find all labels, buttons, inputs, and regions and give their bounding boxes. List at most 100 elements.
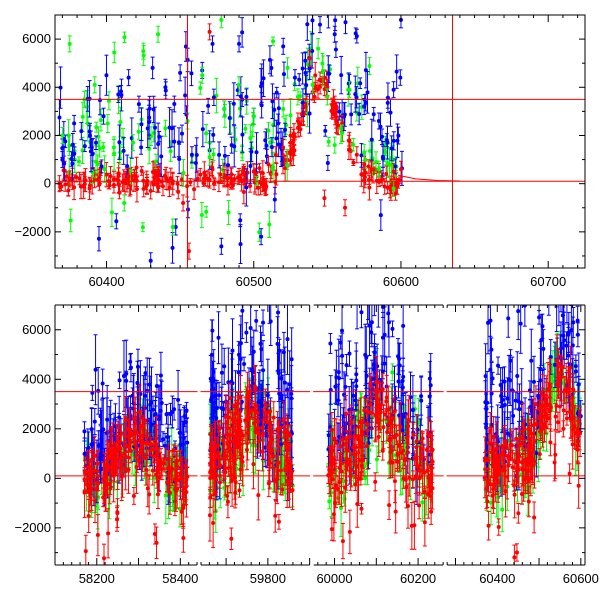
red-point xyxy=(346,139,351,160)
blue-point xyxy=(63,134,68,149)
data-point xyxy=(106,531,111,536)
data-point xyxy=(145,440,150,445)
data-point xyxy=(207,148,212,166)
data-point xyxy=(128,168,133,173)
red-point xyxy=(175,175,180,192)
blue-point xyxy=(151,95,156,124)
green-point xyxy=(76,156,81,167)
red-point xyxy=(106,508,111,559)
red-point xyxy=(113,443,118,475)
data-point xyxy=(381,156,386,161)
data-point xyxy=(57,115,62,120)
data-point xyxy=(202,170,207,175)
data-point xyxy=(369,160,374,178)
data-point xyxy=(121,148,126,153)
blue-point xyxy=(172,95,177,113)
blue-point xyxy=(354,28,359,44)
data-point xyxy=(126,75,131,80)
red-point xyxy=(178,449,183,497)
data-point xyxy=(276,106,281,111)
green-point xyxy=(204,205,209,218)
data-point xyxy=(97,98,102,103)
data-point xyxy=(283,127,288,132)
data-point xyxy=(98,414,103,419)
data-point xyxy=(281,72,286,77)
data-point xyxy=(117,378,122,383)
data-point xyxy=(241,166,246,171)
data-point xyxy=(212,180,217,185)
blue-point xyxy=(79,121,84,141)
blue-point xyxy=(183,76,188,115)
data-point xyxy=(94,140,99,145)
green-point xyxy=(122,31,127,43)
data-point xyxy=(178,70,183,75)
red-point xyxy=(126,418,131,473)
data-point xyxy=(281,44,286,49)
x-tick-label: 60400 xyxy=(88,274,124,289)
data-point xyxy=(337,109,342,114)
data-point xyxy=(95,469,100,474)
data-point xyxy=(60,126,65,144)
data-point xyxy=(116,86,121,104)
data-point xyxy=(116,171,121,176)
red-point xyxy=(101,543,106,565)
data-point xyxy=(271,39,276,44)
data-point xyxy=(391,138,396,143)
data-point xyxy=(266,122,271,140)
red-point xyxy=(151,449,156,463)
data-point xyxy=(229,136,234,154)
data-point xyxy=(181,536,186,541)
data-point xyxy=(76,159,81,164)
data-point xyxy=(325,85,330,90)
data-point xyxy=(177,430,182,435)
data-point xyxy=(369,137,374,142)
data-point xyxy=(70,161,75,166)
data-point xyxy=(305,22,310,27)
data-point xyxy=(332,25,337,43)
data-point xyxy=(316,46,321,51)
data-point xyxy=(60,151,65,169)
red-point xyxy=(139,166,144,176)
data-point xyxy=(237,174,242,179)
data-point xyxy=(168,412,173,417)
blue-point xyxy=(119,78,124,112)
data-point xyxy=(298,121,303,126)
data-point xyxy=(122,194,127,212)
data-point xyxy=(163,85,168,90)
blue-point xyxy=(167,107,172,149)
data-point xyxy=(164,412,169,417)
blue-point xyxy=(211,88,216,106)
data-point xyxy=(138,391,143,396)
data-point xyxy=(68,218,73,223)
data-point xyxy=(244,185,249,190)
data-point xyxy=(351,142,356,147)
green-point xyxy=(288,98,293,133)
data-point xyxy=(122,35,127,40)
blue-point xyxy=(211,127,216,143)
data-point xyxy=(156,32,161,37)
data-point xyxy=(285,163,290,168)
red-point xyxy=(241,163,246,173)
blue-point xyxy=(354,86,359,109)
data-point xyxy=(126,443,131,448)
data-point xyxy=(101,107,106,125)
blue-point xyxy=(274,86,279,99)
data-point xyxy=(134,165,139,170)
data-point xyxy=(362,162,367,167)
data-point xyxy=(295,94,300,99)
data-point xyxy=(131,493,136,498)
data-point xyxy=(109,210,114,215)
data-point xyxy=(179,509,184,514)
blue-point xyxy=(87,125,92,138)
data-point xyxy=(96,388,101,393)
blue-point xyxy=(297,73,302,87)
data-point xyxy=(389,146,394,151)
red-point xyxy=(86,498,91,533)
data-point xyxy=(111,177,116,182)
data-point xyxy=(86,513,91,518)
data-point xyxy=(125,164,130,169)
data-point xyxy=(313,73,318,78)
data-point xyxy=(89,139,94,157)
data-point xyxy=(267,222,272,227)
data-point xyxy=(204,131,209,136)
